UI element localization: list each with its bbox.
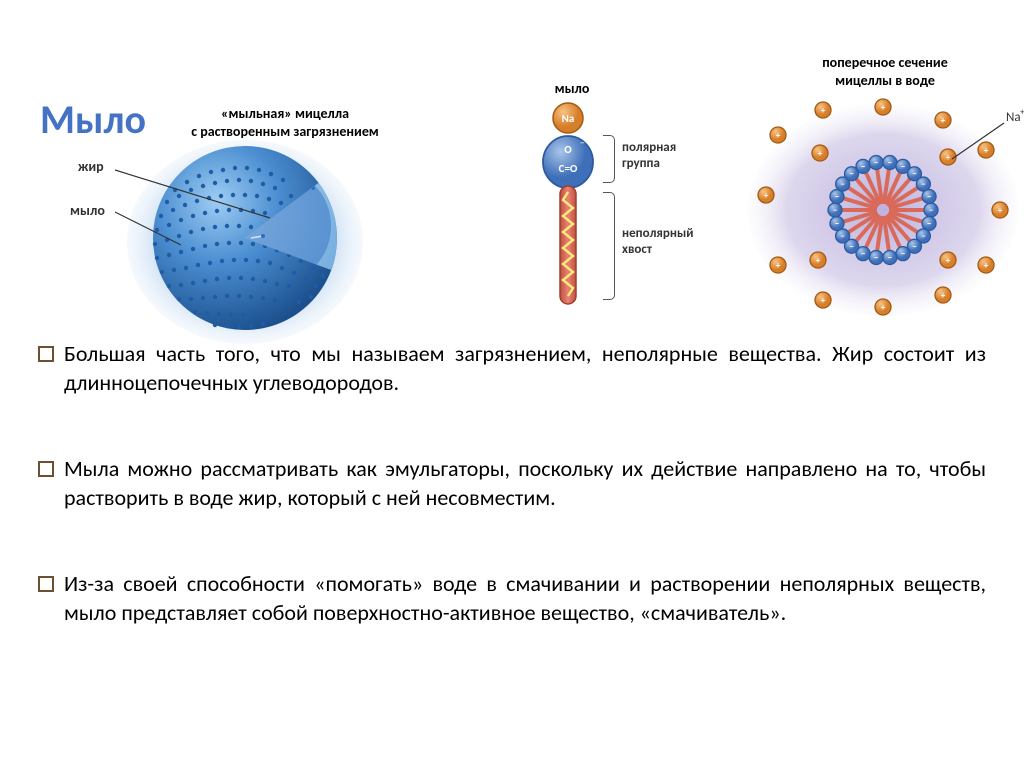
bullet-text: Мыла можно рассматривать как эмульгаторы… — [64, 455, 986, 512]
svg-text:−: − — [835, 191, 839, 202]
nonpolar-l2: хвост — [622, 242, 693, 258]
svg-text:+: + — [984, 260, 989, 271]
bullet-marker-icon — [38, 461, 54, 477]
svg-text:+: + — [818, 148, 823, 159]
svg-text:−: − — [874, 253, 878, 264]
svg-text:+: + — [821, 105, 826, 116]
svg-text:−: − — [840, 231, 844, 242]
svg-text:−: − — [849, 241, 853, 252]
na-text: Na — [562, 112, 575, 125]
svg-text:−: − — [912, 241, 916, 252]
svg-text:+: + — [776, 260, 781, 271]
bullet-item: Из-за своей способности «помогать» воде … — [38, 570, 986, 627]
svg-text:−: − — [927, 191, 931, 202]
fig1-diagram — [115, 130, 375, 350]
fig3-diagram: ++++++++++++++++ −−−−−−−−−−−−−−−−−−−−−− … — [748, 95, 1024, 325]
bullet-text: Большая часть того, что мы называем загр… — [64, 340, 986, 397]
fig3-caption: поперечное сечение мицеллы в воде — [780, 54, 990, 90]
svg-text:−: − — [874, 157, 878, 168]
fig2-polar-label: полярная группа — [622, 140, 676, 171]
fig1-caption-l1: «мыльная» мицелла — [175, 105, 395, 123]
svg-text:+: + — [776, 130, 781, 141]
svg-text:−: − — [921, 179, 925, 190]
svg-text:+: + — [941, 290, 946, 301]
svg-text:C=O: C=O — [559, 162, 578, 175]
svg-text:−: − — [921, 231, 925, 242]
bullet-list: Большая часть того, что мы называем загр… — [38, 340, 986, 628]
svg-text:−: − — [901, 249, 905, 260]
svg-text:+: + — [946, 152, 951, 163]
svg-text:+: + — [984, 145, 989, 156]
svg-text:−: − — [888, 253, 892, 264]
svg-text:−: − — [849, 169, 853, 180]
svg-text:+: + — [764, 190, 769, 201]
fig1-label-soap: мыло — [70, 202, 105, 219]
fig2-diagram: Na + O − C=O — [523, 100, 613, 320]
svg-text:−: − — [840, 179, 844, 190]
svg-text:+: + — [816, 255, 821, 266]
svg-text:+: + — [1020, 107, 1024, 118]
svg-text:+: + — [946, 255, 951, 266]
bullet-item: Большая часть того, что мы называем загр… — [38, 340, 986, 397]
bullet-marker-icon — [38, 346, 54, 362]
fig3-c1: поперечное сечение — [780, 54, 990, 72]
bracket-top — [603, 135, 615, 183]
svg-text:−: − — [861, 249, 865, 260]
svg-text:−: − — [888, 157, 892, 168]
polar-l2: группа — [622, 156, 676, 172]
svg-text:−: − — [835, 219, 839, 230]
fig1-label-fat: жир — [78, 158, 104, 175]
svg-text:−: − — [833, 205, 837, 216]
bullet-item: Мыла можно рассматривать как эмульгаторы… — [38, 455, 986, 512]
svg-text:+: + — [821, 295, 826, 306]
svg-text:−: − — [580, 136, 585, 149]
svg-text:+: + — [941, 115, 946, 126]
svg-text:+: + — [881, 302, 886, 313]
nonpolar-l1: неполярный — [622, 226, 693, 242]
svg-text:+: + — [881, 102, 886, 113]
svg-text:−: − — [861, 161, 865, 172]
fig2-nonpolar-label: неполярный хвост — [622, 226, 693, 257]
svg-text:−: − — [912, 169, 916, 180]
svg-text:Na: Na — [1006, 110, 1021, 125]
svg-text:−: − — [901, 161, 905, 172]
bullet-marker-icon — [38, 576, 54, 592]
svg-text:O: O — [564, 143, 572, 156]
svg-text:−: − — [929, 205, 933, 216]
svg-text:+: + — [581, 104, 586, 115]
bracket-bot — [603, 192, 615, 300]
polar-l1: полярная — [622, 140, 676, 156]
fig3-c2: мицеллы в воде — [780, 72, 990, 90]
svg-text:−: − — [927, 219, 931, 230]
svg-text:+: + — [998, 205, 1003, 216]
bullet-text: Из-за своей способности «помогать» воде … — [64, 570, 986, 627]
fig2-top-label: мыло — [532, 80, 612, 98]
